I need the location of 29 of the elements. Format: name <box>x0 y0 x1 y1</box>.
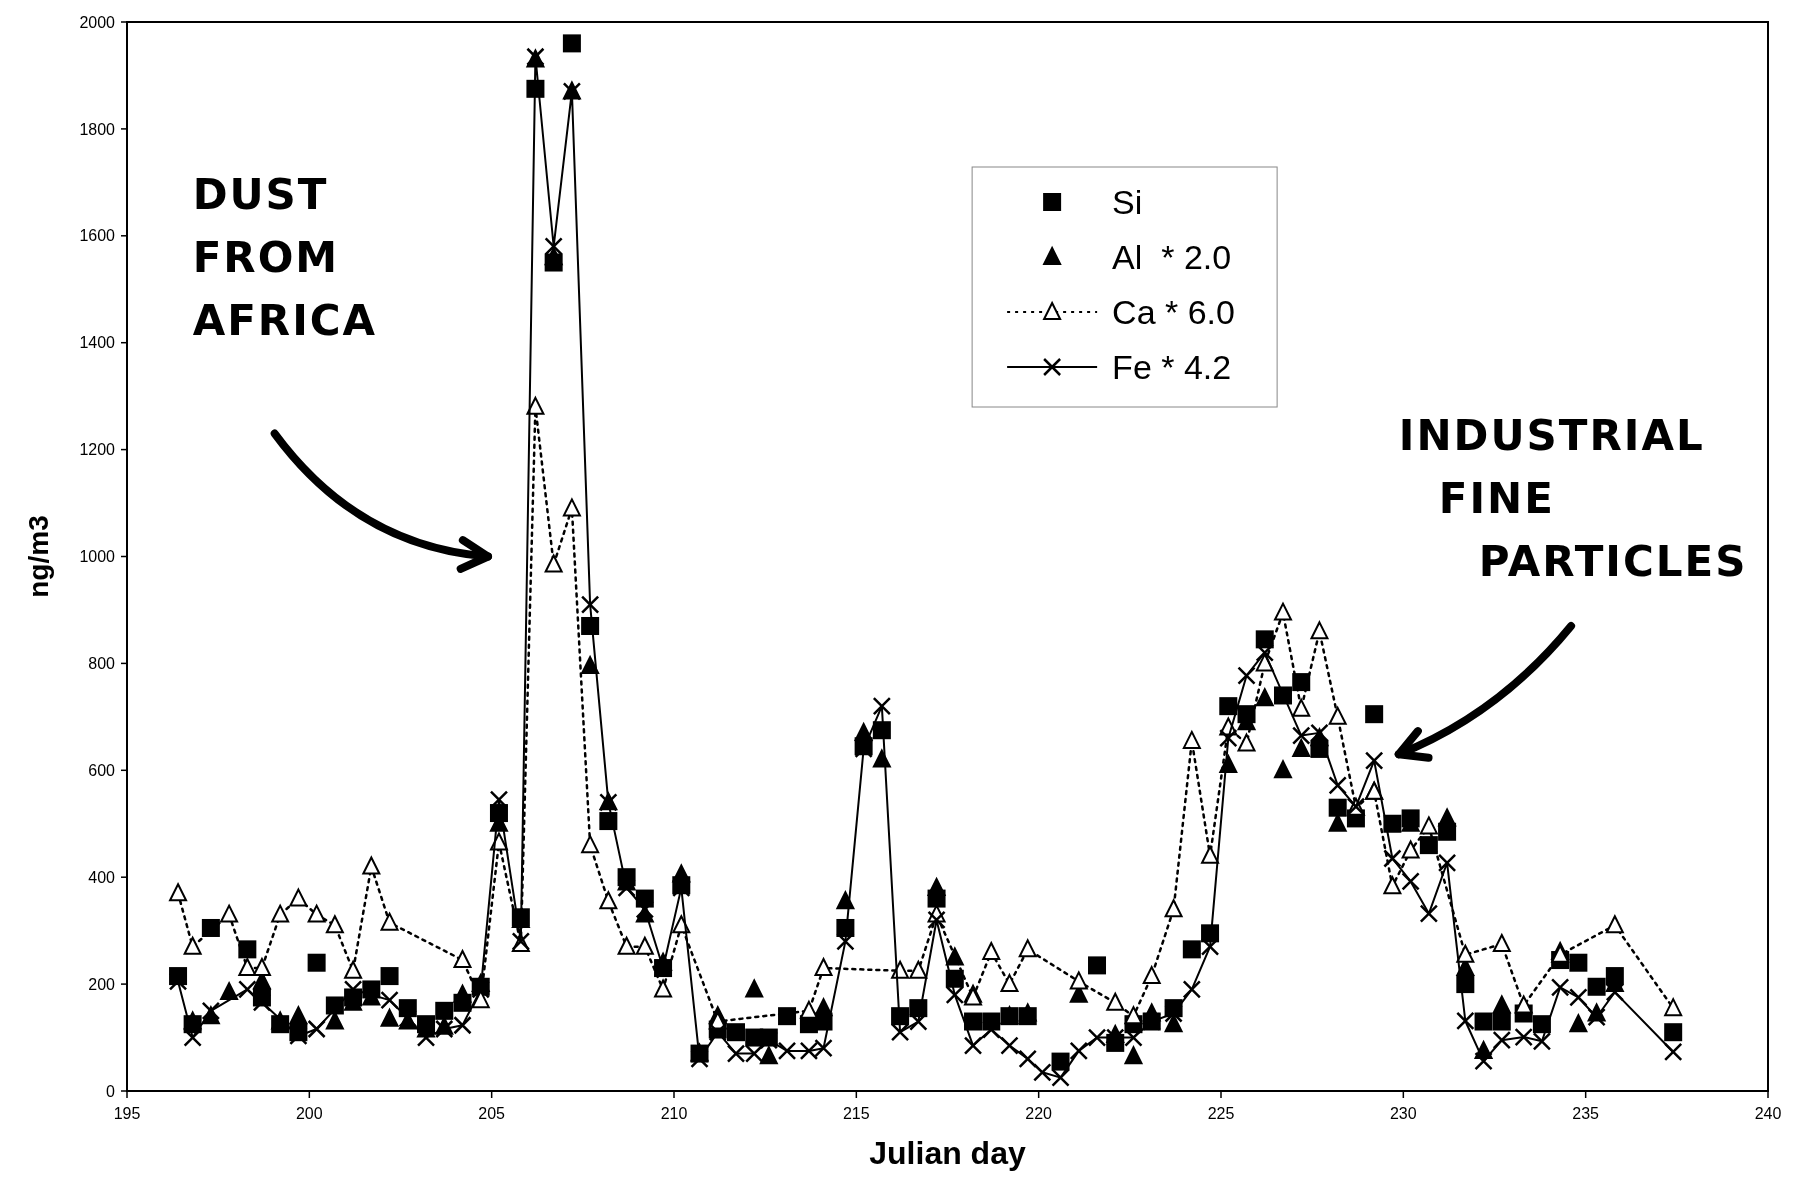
x-tick-label: 225 <box>1207 1105 1235 1122</box>
y-tick-label: 1000 <box>79 548 116 566</box>
annotation: DUST FROM AFRICA <box>192 170 378 346</box>
x-tick-label: 220 <box>1025 1105 1053 1122</box>
y-tick-label: 2000 <box>79 13 116 31</box>
x-tick-label: 210 <box>660 1105 688 1122</box>
x-tick-label: 215 <box>842 1105 870 1122</box>
annotation: INDUSTRIAL FINE PARTICLES <box>1398 410 1748 586</box>
x-tick-label: 195 <box>113 1105 141 1122</box>
x-tick-label: 230 <box>1389 1105 1417 1122</box>
legend-label: Al * 2.0 <box>1112 237 1232 276</box>
y-tick-label: 800 <box>88 655 116 672</box>
x-tick-label: 205 <box>478 1105 506 1122</box>
legend-label: Fe * 4.2 <box>1112 347 1232 386</box>
y-tick-label: 1400 <box>79 334 116 352</box>
x-tick-label: 200 <box>295 1105 323 1122</box>
y-tick-label: 600 <box>88 761 116 779</box>
legend-label: Si <box>1112 182 1143 221</box>
y-tick-label: 1200 <box>79 441 116 459</box>
y-tick-label: 1800 <box>79 120 116 138</box>
legend-label: Ca * 6.0 <box>1112 292 1235 331</box>
y-tick-label: 1600 <box>79 227 116 245</box>
y-tick-label: 200 <box>88 975 116 993</box>
x-tick-label: 235 <box>1572 1105 1600 1122</box>
x-tick-label: 240 <box>1754 1105 1782 1122</box>
y-axis-title: ng/m3 <box>23 515 54 598</box>
y-tick-label: 0 <box>106 1082 116 1100</box>
x-axis-title: Julian day <box>869 1135 1026 1171</box>
y-tick-label: 400 <box>88 868 116 886</box>
